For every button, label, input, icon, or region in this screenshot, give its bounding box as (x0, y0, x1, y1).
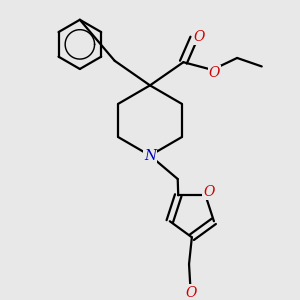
Text: O: O (193, 30, 205, 44)
Text: O: O (185, 286, 197, 300)
Text: O: O (208, 66, 220, 80)
Text: N: N (144, 148, 156, 163)
Text: O: O (203, 185, 214, 199)
